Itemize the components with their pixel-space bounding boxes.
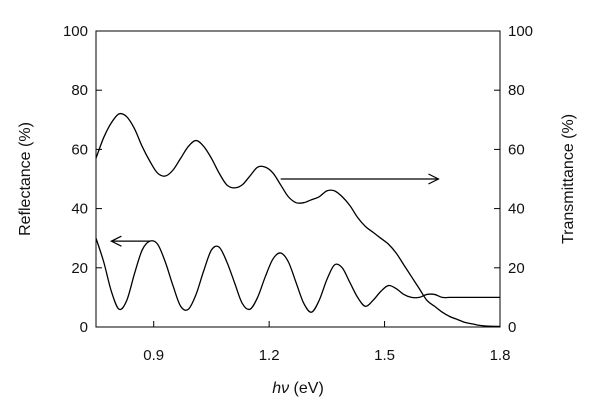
- right-y-axis: 0 20 40 60 80 100: [494, 23, 533, 336]
- right-y-tick-label: 60: [508, 141, 525, 158]
- right-y-tick-label: 40: [508, 201, 525, 218]
- left-y-axis: 0 20 40 60 80 100: [63, 23, 102, 336]
- arrow-to-right-axis-head: [428, 173, 440, 185]
- right-y-tick-label: 20: [508, 260, 525, 277]
- left-y-tick-label: 100: [63, 23, 88, 40]
- x-axis-title-symbol: hν: [272, 380, 289, 397]
- reflectance-curve: [95, 237, 500, 313]
- x-tick-label: 1.5: [374, 347, 395, 364]
- left-y-tick-label: 80: [71, 82, 88, 99]
- x-tick-label: 1.2: [259, 347, 280, 364]
- arrow-to-left-axis-head: [110, 235, 122, 247]
- x-tick-label: 1.8: [490, 347, 511, 364]
- right-y-tick-label: 100: [508, 23, 533, 40]
- y-axis-right-title: Transmittance (%): [560, 114, 577, 244]
- annotation-arrows: [110, 173, 440, 247]
- left-y-tick-label: 60: [71, 141, 88, 158]
- transmittance-curve: [95, 112, 501, 328]
- left-y-tick-label: 20: [71, 260, 88, 277]
- right-y-tick-label: 0: [508, 319, 516, 336]
- left-y-tick-label: 0: [80, 319, 88, 336]
- y-axis-left-title: Reflectance (%): [17, 122, 34, 236]
- plot-frame: [95, 30, 501, 328]
- x-axis-title: hν (eV): [272, 380, 324, 397]
- right-y-tick-label: 80: [508, 82, 525, 99]
- x-tick-label: 0.9: [143, 347, 164, 364]
- left-y-tick-label: 40: [71, 201, 88, 218]
- x-axis-title-unit: (eV): [289, 380, 324, 397]
- series-group: [95, 112, 501, 328]
